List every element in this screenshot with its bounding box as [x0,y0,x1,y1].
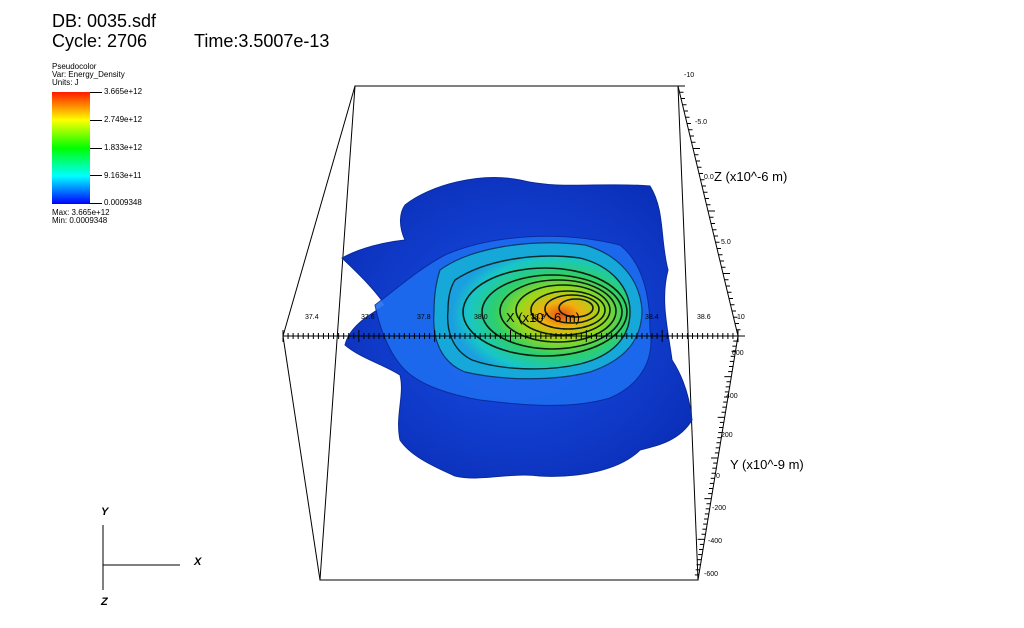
triad-x-label: X [194,556,202,568]
x-tick-label: 37.8 [417,314,431,321]
colorbar-tick [90,175,102,177]
x-tick-label: 38.4 [645,314,659,321]
db-label: DB: 0035.sdf [52,11,157,31]
colorbar-tick-label: 0.0009348 [104,198,142,207]
z-tick-label: 0.0 [704,174,714,181]
isosurface-inner [433,242,643,380]
y-tick-label: 200 [721,432,733,439]
triad-y-label: Y [101,506,109,518]
triad-z-label: Z [101,596,108,608]
z-axis-title: Z (x10^-6 m) [714,169,788,184]
colorbar-tick-label: 3.665e+12 [104,87,143,96]
axis-triad [102,525,180,590]
legend-var: Var: Energy_Density [52,70,125,79]
z-tick-label: -5.0 [695,119,708,126]
colorbar-tick-label: 9.163e+11 [104,171,142,180]
colorbar-tick-label: 1.833e+12 [104,143,143,152]
z-tick-label: -10 [684,72,695,79]
legend-units: Units: J [52,78,79,87]
x-axis-title: X (x10^-6 m) [506,310,581,325]
y-axis-title: Y (x10^-9 m) [730,457,804,472]
y-tick-label: 0 [716,473,720,480]
cycle-label: Cycle: 2706 [52,31,148,51]
colorbar-tick [90,119,102,121]
x-tick-label: 37.6 [361,314,375,321]
x-tick-label: 38.6 [697,314,711,321]
colorbar-tick [90,203,102,204]
y-tick-label: -200 [712,505,727,512]
y-tick-label: 600 [732,350,744,357]
z-tick-label: 5.0 [721,239,731,246]
x-tick-label: 38.2 [531,314,545,321]
x-tick-label: 38.0 [474,314,488,321]
legend-max: Max: 3.665e+12 [52,208,110,217]
colorbar-tick-label: 2.749e+12 [104,115,143,124]
y-tick-label: -400 [708,538,723,545]
y-tick-label: 400 [726,393,738,400]
legend-min: Min: 0.0009348 [52,216,108,225]
colorbar [52,92,102,204]
x-tick-label: 37.4 [305,314,319,321]
time-label: Time:3.5007e-13 [194,31,330,51]
legend-plot-type: Pseudocolor [52,62,97,71]
colorbar-tick [90,92,102,93]
z-tick-label: 10 [737,314,745,321]
y-tick-label: -600 [704,571,719,578]
colorbar-tick [90,147,102,149]
